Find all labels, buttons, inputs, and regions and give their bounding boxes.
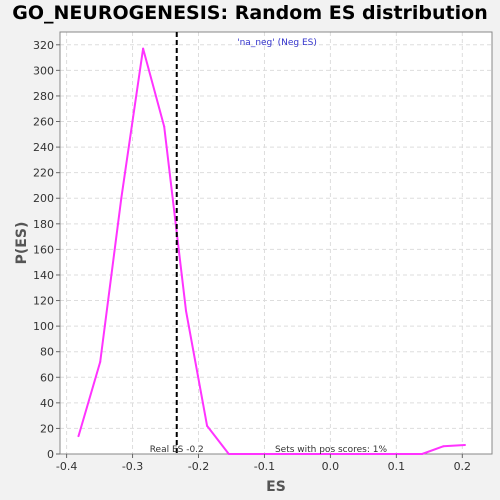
x-axis: -0.4 -0.3 -0.2 -0.1 0.0 0.1 0.2 xyxy=(56,454,471,473)
x-tick-label: 0.2 xyxy=(454,460,472,473)
plot-area xyxy=(60,32,492,454)
y-tick-label: 300 xyxy=(33,64,54,77)
data-point xyxy=(464,444,466,446)
data-point xyxy=(142,48,144,50)
x-tick-label: -0.3 xyxy=(122,460,143,473)
x-tick-label: -0.1 xyxy=(254,460,275,473)
x-axis-title: ES xyxy=(266,479,286,495)
x-tick-label: 0.1 xyxy=(388,460,406,473)
data-point xyxy=(249,453,251,455)
y-tick-label: 100 xyxy=(33,320,54,333)
data-point xyxy=(228,453,230,455)
y-tick-label: 220 xyxy=(33,167,54,180)
y-tick-label: 120 xyxy=(33,295,54,308)
y-tick-label: 40 xyxy=(40,397,54,410)
y-tick-label: 0 xyxy=(47,448,54,461)
y-tick-label: 80 xyxy=(40,346,54,359)
legend-entry: 'na_neg' (Neg ES) xyxy=(237,38,317,48)
y-tick-label: 200 xyxy=(33,192,54,205)
data-point xyxy=(120,197,122,199)
y-tick-label: 280 xyxy=(33,90,54,103)
y-tick-label: 140 xyxy=(33,269,54,282)
real-es-label: Real ES -0.2 xyxy=(150,445,204,455)
data-point xyxy=(77,435,79,437)
y-axis-title: P(ES) xyxy=(14,222,30,265)
y-tick-label: 160 xyxy=(33,243,54,256)
data-point xyxy=(206,425,208,427)
data-point xyxy=(442,445,444,447)
data-point xyxy=(163,126,165,128)
x-tick-label: -0.4 xyxy=(56,460,77,473)
data-point xyxy=(399,453,401,455)
y-tick-label: 60 xyxy=(40,371,54,384)
data-point xyxy=(271,453,273,455)
data-point xyxy=(421,453,423,455)
x-tick-label: -0.2 xyxy=(188,460,209,473)
y-tick-label: 180 xyxy=(33,218,54,231)
data-point xyxy=(99,361,101,363)
pos-scores-annotation: Sets with pos scores: 1% xyxy=(275,445,388,455)
y-axis: 0 20 40 60 80 100 120 140 160 180 200 220 240 260 280 3… xyxy=(33,39,60,461)
y-tick-label: 320 xyxy=(33,39,54,52)
data-point xyxy=(185,310,187,312)
y-tick-label: 260 xyxy=(33,116,54,129)
y-tick-label: 240 xyxy=(33,141,54,154)
y-tick-label: 20 xyxy=(40,422,54,435)
x-tick-label: 0.0 xyxy=(322,460,340,473)
